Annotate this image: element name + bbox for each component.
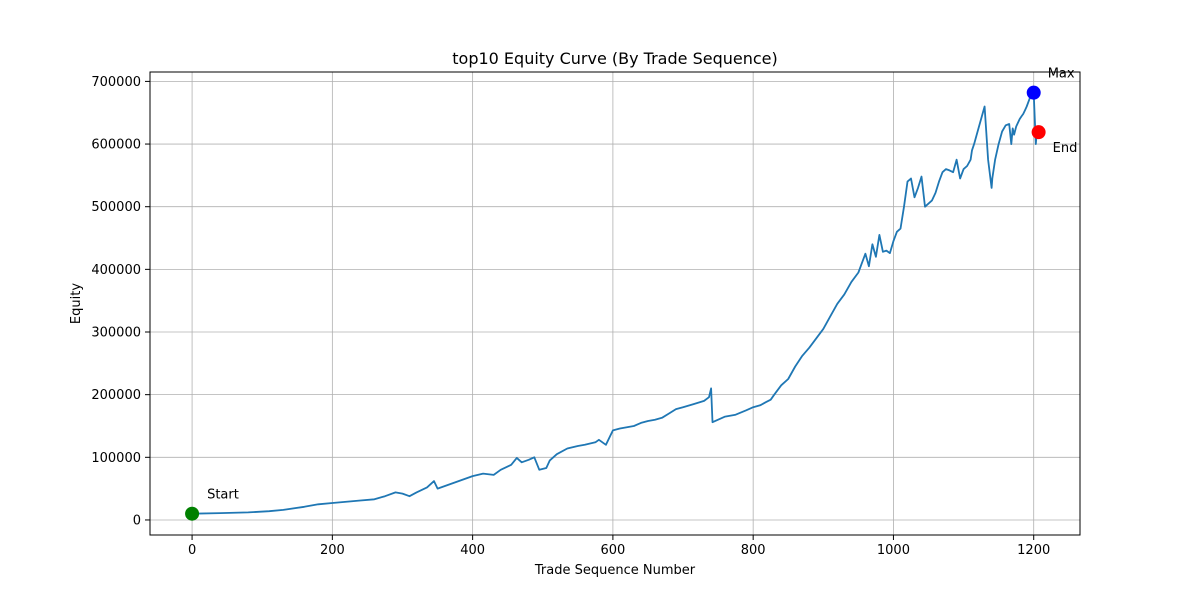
y-tick-label: 700000 [91,75,141,90]
y-tick-label: 500000 [91,200,141,215]
y-axis-label: Equity [69,283,84,324]
plot-frame [149,71,1081,536]
max-annotation: Max [1048,67,1075,82]
ticks: 0 200 400 600 800 1000 1200 0 100000 200000 300000… [91,75,1050,558]
y-tick-label: 100000 [91,451,141,466]
end-marker [1031,125,1046,140]
equity-series-line [192,91,1040,515]
markers: Start Max End [185,67,1077,521]
y-tick-label: 400000 [91,263,141,278]
y-tick-label: 0 [133,513,141,528]
x-tick-label: 200 [320,543,345,558]
start-marker [185,506,200,521]
x-axis-label: Trade Sequence Number [534,563,696,578]
x-tick-label: 1200 [1017,543,1050,558]
y-tick-label: 600000 [91,138,141,153]
end-annotation: End [1053,141,1078,156]
y-tick-label: 200000 [91,388,141,403]
x-tick-label: 400 [460,543,485,558]
max-marker [1026,85,1041,100]
x-tick-label: 800 [741,543,766,558]
x-tick-label: 1000 [877,543,910,558]
x-tick-label: 600 [600,543,625,558]
y-tick-label: 300000 [91,326,141,341]
start-annotation: Start [207,488,239,503]
chart-title: top10 Equity Curve (By Trade Sequence) [452,49,777,68]
x-tick-label: 0 [188,543,196,558]
